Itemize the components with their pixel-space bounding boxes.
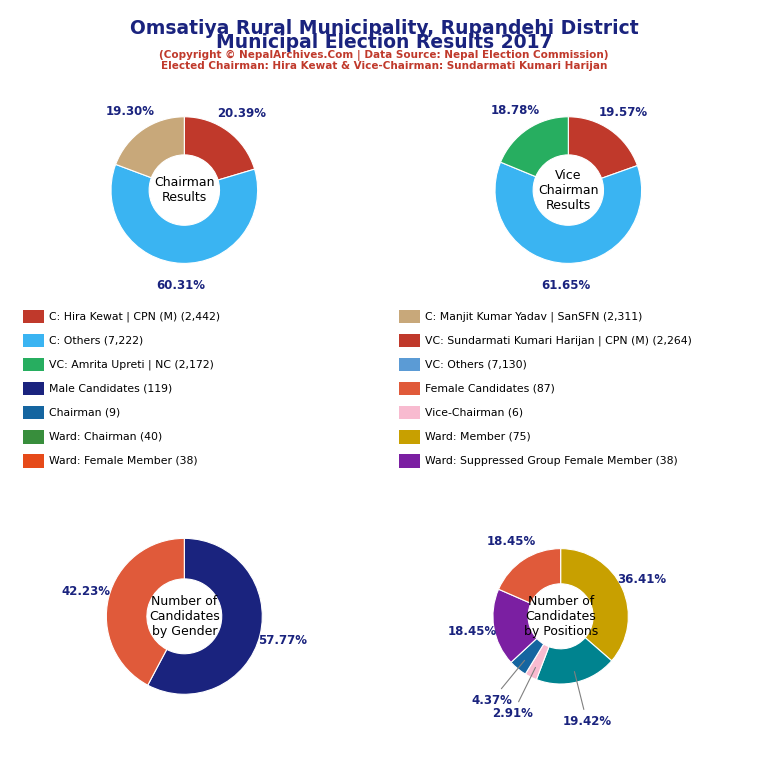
Wedge shape bbox=[106, 538, 184, 685]
Text: VC: Others (7,130): VC: Others (7,130) bbox=[425, 359, 528, 369]
Wedge shape bbox=[561, 548, 628, 660]
Text: 57.77%: 57.77% bbox=[258, 634, 307, 647]
Text: 20.39%: 20.39% bbox=[217, 108, 266, 120]
Text: Municipal Election Results 2017: Municipal Election Results 2017 bbox=[216, 33, 552, 52]
Text: C: Manjit Kumar Yadav | SanSFN (2,311): C: Manjit Kumar Yadav | SanSFN (2,311) bbox=[425, 311, 643, 322]
Text: Ward: Female Member (38): Ward: Female Member (38) bbox=[49, 456, 197, 466]
Text: 19.57%: 19.57% bbox=[599, 106, 648, 119]
Text: Vice-Chairman (6): Vice-Chairman (6) bbox=[425, 408, 524, 418]
Bar bbox=[23, 406, 44, 419]
Wedge shape bbox=[495, 162, 641, 263]
Wedge shape bbox=[184, 117, 254, 180]
Bar bbox=[399, 406, 420, 419]
Wedge shape bbox=[568, 117, 637, 178]
Bar bbox=[399, 334, 420, 347]
Bar bbox=[23, 358, 44, 372]
Bar bbox=[399, 358, 420, 372]
Text: 19.42%: 19.42% bbox=[562, 671, 611, 728]
Text: Ward: Suppressed Group Female Member (38): Ward: Suppressed Group Female Member (38… bbox=[425, 456, 678, 466]
Text: Vice
Chairman
Results: Vice Chairman Results bbox=[538, 169, 598, 211]
Text: (Copyright © NepalArchives.Com | Data Source: Nepal Election Commission): (Copyright © NepalArchives.Com | Data So… bbox=[159, 50, 609, 61]
Text: 60.31%: 60.31% bbox=[157, 279, 206, 292]
Text: 18.45%: 18.45% bbox=[487, 535, 536, 548]
Bar bbox=[399, 310, 420, 323]
Text: Elected Chairman: Hira Kewat & Vice-Chairman: Sundarmati Kumari Harijan: Elected Chairman: Hira Kewat & Vice-Chai… bbox=[161, 61, 607, 71]
Text: 19.30%: 19.30% bbox=[105, 105, 154, 118]
Bar bbox=[399, 454, 420, 468]
Text: 2.91%: 2.91% bbox=[492, 667, 535, 720]
Text: Omsatiya Rural Municipality, Rupandehi District: Omsatiya Rural Municipality, Rupandehi D… bbox=[130, 19, 638, 38]
Text: Number of
Candidates
by Positions: Number of Candidates by Positions bbox=[524, 595, 598, 637]
Text: VC: Amrita Upreti | NC (2,172): VC: Amrita Upreti | NC (2,172) bbox=[49, 359, 214, 370]
Bar bbox=[399, 430, 420, 444]
Text: 18.45%: 18.45% bbox=[448, 624, 497, 637]
Text: 61.65%: 61.65% bbox=[541, 279, 591, 292]
Text: 18.78%: 18.78% bbox=[491, 104, 540, 118]
Bar bbox=[23, 382, 44, 396]
Text: Number of
Candidates
by Gender: Number of Candidates by Gender bbox=[149, 595, 220, 637]
Text: Chairman (9): Chairman (9) bbox=[49, 408, 121, 418]
Bar bbox=[23, 334, 44, 347]
Bar bbox=[23, 454, 44, 468]
Text: 4.37%: 4.37% bbox=[472, 660, 525, 707]
Wedge shape bbox=[147, 538, 263, 694]
Text: Chairman
Results: Chairman Results bbox=[154, 176, 214, 204]
Wedge shape bbox=[525, 644, 549, 680]
Wedge shape bbox=[111, 164, 257, 263]
Wedge shape bbox=[501, 117, 568, 177]
Wedge shape bbox=[498, 548, 561, 604]
Bar bbox=[399, 382, 420, 396]
Text: 42.23%: 42.23% bbox=[61, 585, 111, 598]
Wedge shape bbox=[116, 117, 184, 177]
Text: VC: Sundarmati Kumari Harijan | CPN (M) (2,264): VC: Sundarmati Kumari Harijan | CPN (M) … bbox=[425, 336, 692, 346]
Text: Ward: Member (75): Ward: Member (75) bbox=[425, 432, 531, 442]
Text: Female Candidates (87): Female Candidates (87) bbox=[425, 384, 555, 394]
Text: Male Candidates (119): Male Candidates (119) bbox=[49, 384, 172, 394]
Wedge shape bbox=[493, 589, 537, 662]
Text: C: Others (7,222): C: Others (7,222) bbox=[49, 336, 144, 346]
Bar bbox=[23, 310, 44, 323]
Text: Ward: Chairman (40): Ward: Chairman (40) bbox=[49, 432, 162, 442]
Text: C: Hira Kewat | CPN (M) (2,442): C: Hira Kewat | CPN (M) (2,442) bbox=[49, 311, 220, 322]
Bar bbox=[23, 430, 44, 444]
Text: 36.41%: 36.41% bbox=[617, 573, 667, 586]
Wedge shape bbox=[536, 637, 611, 684]
Wedge shape bbox=[511, 638, 544, 674]
